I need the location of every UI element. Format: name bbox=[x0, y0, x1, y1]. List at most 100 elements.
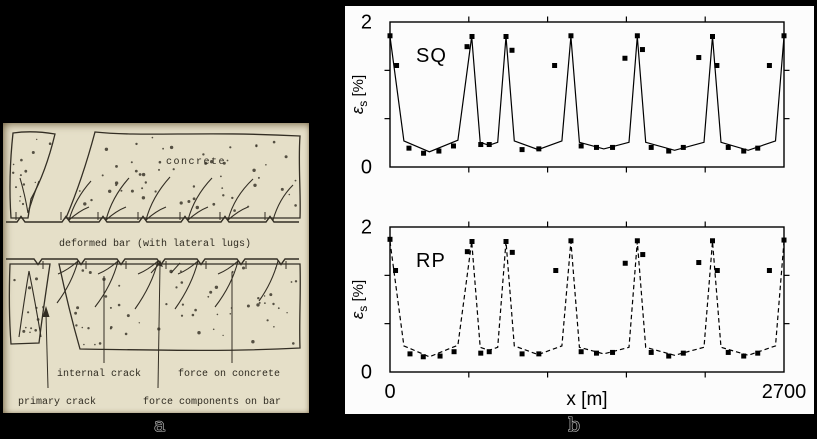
y-axis-title-unit: [%] bbox=[350, 75, 367, 101]
data-point-marker bbox=[469, 34, 475, 39]
speckle-dot bbox=[36, 138, 38, 141]
y-axis-title-unit: [%] bbox=[350, 280, 367, 306]
speckle-dot bbox=[187, 200, 191, 203]
speckle-dot bbox=[264, 302, 266, 304]
speckle-dot bbox=[134, 169, 138, 173]
speckle-group bbox=[65, 266, 298, 346]
speckle-dot bbox=[294, 204, 297, 207]
caption-a: a bbox=[153, 413, 165, 436]
speckle-dot bbox=[221, 187, 224, 189]
speckle-dot bbox=[83, 202, 87, 206]
speckle-dot bbox=[74, 311, 77, 315]
x-tick-label: 0 bbox=[384, 381, 395, 403]
speckle-dot bbox=[263, 295, 266, 297]
speckle-dot bbox=[272, 302, 275, 306]
y-axis-title-subscript: s bbox=[356, 101, 370, 107]
speckle-dot bbox=[87, 327, 90, 330]
speckle-dot bbox=[78, 190, 81, 192]
speckle-dot bbox=[79, 140, 83, 143]
data-point-marker bbox=[421, 150, 427, 156]
chart-sq: 0 2 εs [%] SQ bbox=[348, 12, 790, 179]
series-line-rp bbox=[389, 241, 785, 358]
speckle-dot bbox=[257, 297, 260, 300]
data-point-marker bbox=[451, 349, 457, 355]
data-point-marker bbox=[766, 268, 772, 273]
primary-crack-leader bbox=[45, 313, 49, 389]
speckle-dot bbox=[165, 303, 168, 306]
y-axis-title-symbol: ε bbox=[348, 106, 367, 114]
data-point-marker bbox=[387, 33, 393, 39]
speckle-dot bbox=[252, 168, 256, 172]
data-point-marker bbox=[634, 238, 640, 244]
speckle-dot bbox=[94, 343, 96, 346]
data-point-marker bbox=[407, 351, 413, 357]
y-axis-title: εs [%] bbox=[348, 75, 370, 114]
speckle-dot bbox=[19, 174, 22, 177]
data-point-marker bbox=[622, 260, 628, 266]
data-point-marker bbox=[469, 239, 475, 244]
speckle-dot bbox=[288, 193, 291, 196]
data-point-marker bbox=[648, 349, 654, 355]
data-point-marker bbox=[536, 351, 542, 357]
speckle-dot bbox=[76, 306, 80, 310]
data-point-marker bbox=[725, 349, 731, 355]
speckle-dot bbox=[251, 340, 255, 344]
data-point-marker bbox=[503, 239, 509, 244]
label-force-on-concrete: force on concrete bbox=[178, 368, 280, 380]
y-axis-title-subscript: s bbox=[356, 306, 370, 312]
speckle-dot bbox=[212, 202, 216, 206]
speckle-dot bbox=[120, 189, 123, 192]
speckle-dot bbox=[46, 186, 49, 189]
data-point-marker bbox=[610, 349, 616, 355]
data-point-marker bbox=[640, 252, 646, 258]
data-point-marker bbox=[755, 145, 761, 151]
data-point-marker bbox=[696, 55, 702, 61]
speckle-dot bbox=[29, 331, 31, 334]
series-label-rp: RP bbox=[416, 250, 446, 272]
data-point-marker bbox=[666, 148, 672, 154]
speckle-dot bbox=[126, 314, 130, 318]
speckle-dot bbox=[104, 147, 109, 151]
speckle-dot bbox=[294, 179, 297, 182]
speckle-dot bbox=[191, 313, 195, 317]
speckle-dot bbox=[294, 280, 298, 283]
data-point-marker bbox=[648, 144, 654, 150]
speckle-dot bbox=[13, 278, 16, 282]
speckle-dot bbox=[192, 197, 196, 201]
speckle-dot bbox=[83, 343, 85, 346]
speckle-dot bbox=[269, 293, 273, 297]
data-point-marker bbox=[709, 34, 715, 39]
x-tick-label: 2700 bbox=[762, 381, 807, 403]
data-point-marker bbox=[503, 34, 509, 39]
speckle-dot bbox=[117, 303, 121, 307]
y-tick-label: 2 bbox=[361, 12, 372, 34]
data-point-marker bbox=[680, 350, 686, 356]
speckle-dot bbox=[22, 329, 26, 333]
speckle-dot bbox=[19, 200, 21, 202]
speckle-dot bbox=[214, 285, 219, 289]
data-point-marker bbox=[478, 142, 484, 148]
speckle-dot bbox=[212, 328, 215, 331]
speckle-dot bbox=[222, 334, 224, 337]
speckle-dot bbox=[158, 168, 160, 171]
speckle-dot bbox=[85, 142, 88, 145]
speckle-dot bbox=[255, 145, 258, 148]
data-point-marker bbox=[436, 148, 442, 154]
speckle-dot bbox=[151, 136, 154, 139]
data-point-marker bbox=[610, 144, 616, 150]
plot-frame bbox=[389, 21, 785, 168]
speckle-dot bbox=[253, 183, 257, 187]
data-point-marker bbox=[714, 268, 720, 273]
speckle-dot bbox=[162, 147, 165, 150]
data-point-marker bbox=[639, 47, 645, 53]
speckle-dot bbox=[69, 323, 72, 326]
internal-cracks-top bbox=[68, 176, 294, 221]
data-point-marker bbox=[509, 47, 515, 53]
data-point-marker bbox=[406, 145, 412, 151]
speckle-dot bbox=[138, 322, 140, 324]
speckle-dot bbox=[273, 326, 275, 328]
force-arrowhead-icon bbox=[157, 260, 163, 267]
speckle-dot bbox=[65, 321, 68, 324]
data-point-marker bbox=[568, 238, 574, 244]
speckle-dot bbox=[231, 196, 234, 200]
